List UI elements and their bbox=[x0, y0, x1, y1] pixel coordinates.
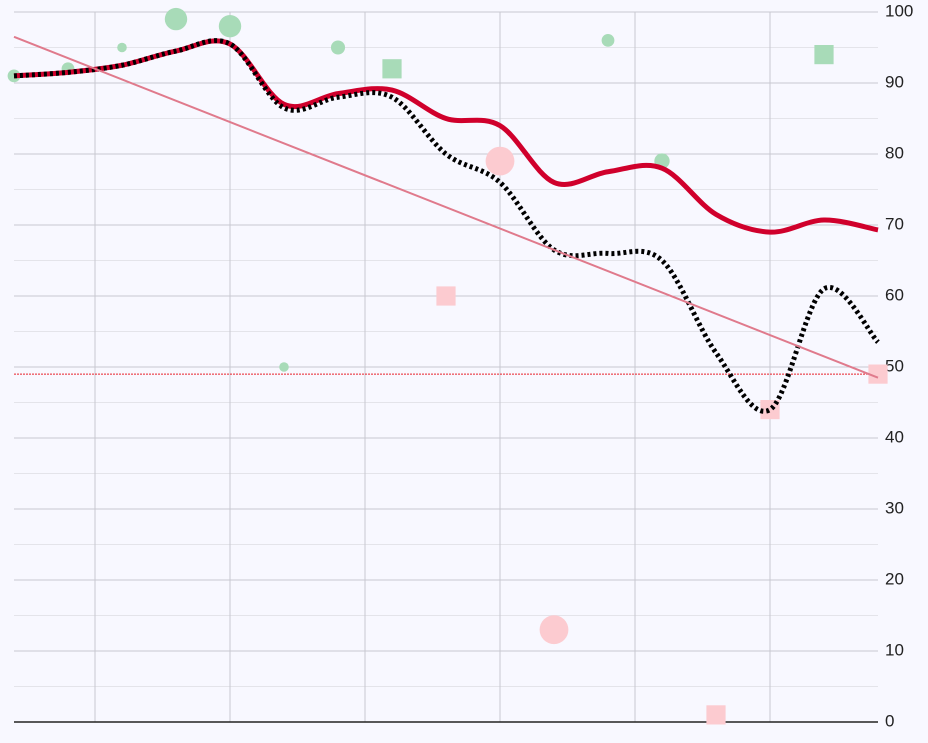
y-tick-label: 90 bbox=[885, 72, 904, 91]
bubble bbox=[601, 34, 615, 47]
square-marker bbox=[382, 59, 402, 79]
y-tick-label: 20 bbox=[885, 569, 904, 588]
bubble bbox=[539, 615, 569, 645]
bubble bbox=[485, 146, 515, 176]
square-marker bbox=[868, 364, 888, 384]
line-series bbox=[13, 38, 880, 414]
square-marker bbox=[706, 705, 726, 725]
y-tick-label: 50 bbox=[885, 356, 904, 375]
y-tick-label: 80 bbox=[885, 143, 904, 162]
y-tick-label: 30 bbox=[885, 498, 904, 517]
square-marker bbox=[814, 45, 834, 65]
square-marker bbox=[760, 400, 780, 420]
square-marker bbox=[436, 286, 456, 306]
bubble bbox=[279, 362, 289, 372]
line-series bbox=[13, 35, 879, 379]
bubble bbox=[218, 15, 242, 38]
y-tick-label: 40 bbox=[885, 427, 904, 446]
y-tick-label: 0 bbox=[885, 711, 894, 730]
bubble bbox=[117, 42, 127, 53]
y-tick-label: 10 bbox=[885, 640, 904, 659]
bubble bbox=[164, 7, 188, 31]
y-tick-label: 60 bbox=[885, 285, 904, 304]
bubble bbox=[330, 40, 346, 55]
y-tick-label: 70 bbox=[885, 214, 904, 233]
y-tick-label: 100 bbox=[885, 1, 913, 20]
line-series bbox=[13, 38, 879, 235]
